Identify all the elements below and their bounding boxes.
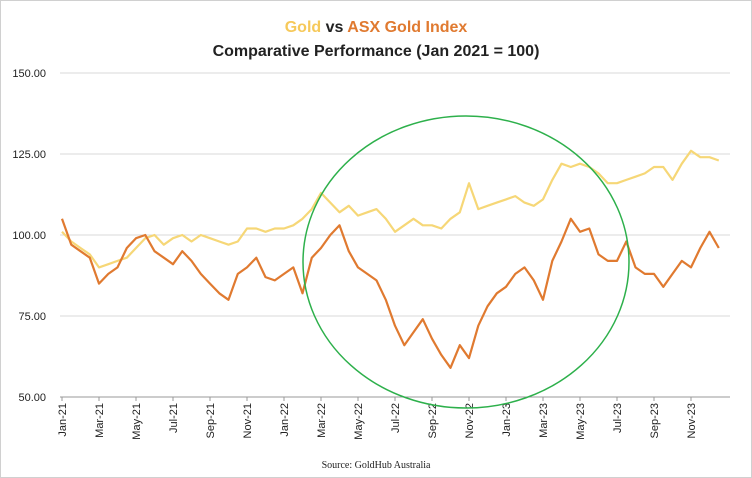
x-tick-label: Nov-22 <box>464 403 476 438</box>
x-tick-label: Nov-23 <box>686 403 698 438</box>
y-tick-label: 150.00 <box>12 68 46 80</box>
chart-subtitle: Comparative Performance (Jan 2021 = 100) <box>213 43 540 60</box>
x-tick-label: Jul-21 <box>168 403 180 433</box>
series-line <box>60 217 720 369</box>
x-tick-label: Sep-23 <box>649 403 661 438</box>
plot: 50.00 75.00 100.00 125.00 150.00 Jan-21 Mar-21… <box>12 68 730 440</box>
x-tick-label: Jan-23 <box>501 403 513 437</box>
y-tick-label: 75.00 <box>18 311 46 323</box>
x-tick-label: Jul-23 <box>612 403 624 433</box>
x-tick-label: Nov-21 <box>242 403 254 438</box>
x-tick-label: Jan-22 <box>279 403 291 437</box>
x-tick-label: May-21 <box>131 403 143 440</box>
x-tick-label: Jan-21 <box>57 403 69 437</box>
source: Source: GoldHub Australia <box>322 460 431 471</box>
x-tick-label: Mar-21 <box>94 403 106 438</box>
x-tick-label: Mar-22 <box>316 403 328 438</box>
title-asx: ASX Gold Index <box>347 19 467 36</box>
x-tick-label: Sep-22 <box>427 403 439 438</box>
x-tick-label: May-23 <box>575 403 587 440</box>
x-tick-label: Mar-23 <box>538 403 550 438</box>
x-tick-label: May-22 <box>353 403 365 440</box>
series-line <box>61 149 720 269</box>
x-tick-label: Jul-22 <box>390 403 402 433</box>
y-tick-label: 125.00 <box>12 149 46 161</box>
x-tick-label: Sep-21 <box>205 403 217 438</box>
title-vs: vs <box>326 19 344 36</box>
highlight-circle <box>302 115 630 409</box>
y-tick-label: 50.00 <box>18 392 46 404</box>
title-gold: Gold <box>285 19 321 36</box>
chart-title: Gold vs ASX Gold Index <box>285 19 468 36</box>
y-tick-label: 100.00 <box>12 230 46 242</box>
